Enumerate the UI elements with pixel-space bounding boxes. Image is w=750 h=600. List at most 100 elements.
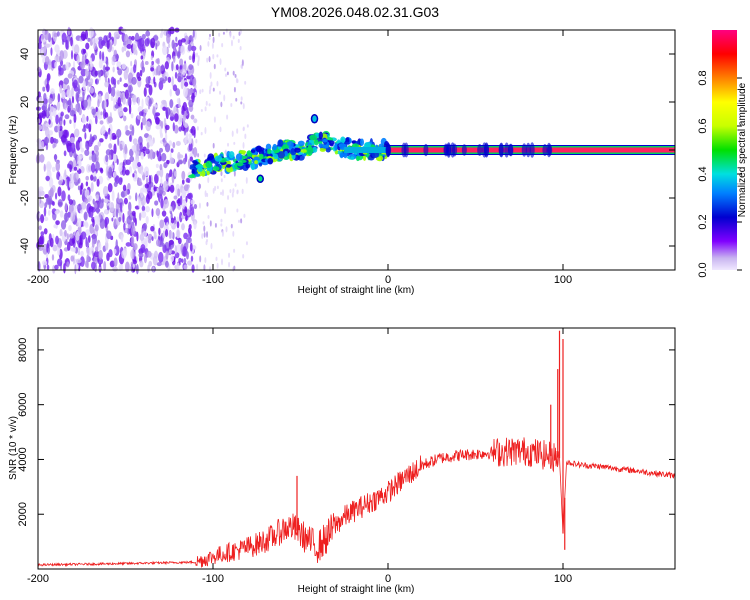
noise-blob <box>63 263 66 274</box>
noise-blob <box>206 192 209 198</box>
noise-blob <box>82 99 88 109</box>
noise-blob <box>46 264 50 271</box>
noise-blob <box>145 30 151 37</box>
noise-blob <box>69 136 75 144</box>
noise-blob <box>59 210 64 218</box>
noise-blob <box>191 264 195 273</box>
noise-blob <box>240 96 243 101</box>
noise-blob <box>206 231 209 238</box>
noise-blob <box>139 69 143 77</box>
noise-blob <box>182 116 186 127</box>
line-band-blip <box>452 143 458 157</box>
noise-blob <box>153 231 157 240</box>
noise-blob <box>172 141 176 149</box>
noise-blob <box>151 60 155 66</box>
noise-blob <box>209 266 212 272</box>
noise-blob <box>136 143 140 152</box>
noise-blob <box>190 114 195 120</box>
noise-blob <box>237 219 240 223</box>
noise-blob <box>101 51 105 62</box>
noise-blob <box>169 184 175 193</box>
noise-blob <box>158 227 161 236</box>
noise-blob <box>78 75 84 84</box>
noise-blob <box>176 221 180 229</box>
noise-blob <box>186 106 189 114</box>
noise-blob <box>122 213 125 224</box>
noise-blob <box>161 210 167 217</box>
signal-blob <box>206 170 210 176</box>
noise-blob <box>233 265 236 271</box>
noise-blob <box>232 230 235 237</box>
noise-blob <box>85 181 89 187</box>
noise-blob <box>230 223 233 229</box>
noise-blob <box>84 149 90 156</box>
noise-blob <box>131 35 135 41</box>
noise-blob <box>179 211 183 223</box>
noise-blob <box>144 183 149 189</box>
noise-blob <box>181 223 185 231</box>
noise-blob <box>44 55 50 65</box>
signal-blob <box>242 155 248 159</box>
noise-blob <box>190 125 196 136</box>
noise-blob <box>242 253 245 259</box>
signal-blob <box>297 140 305 147</box>
noise-blob <box>86 254 89 264</box>
snr-series-layer <box>37 330 676 568</box>
noise-blob <box>77 96 84 102</box>
signal-blob <box>300 149 308 153</box>
noise-blob <box>189 75 193 83</box>
noise-blob <box>204 257 207 264</box>
noise-blob <box>171 76 174 87</box>
noise-blob <box>78 241 83 249</box>
noise-blob <box>124 169 130 176</box>
noise-blob <box>103 260 107 271</box>
noise-blob <box>220 223 223 227</box>
noise-blob <box>96 215 101 226</box>
noise-blob <box>95 106 98 113</box>
signal-blob <box>306 146 314 155</box>
noise-blob <box>133 64 137 74</box>
noise-blob <box>82 49 87 54</box>
noise-blob <box>43 163 46 172</box>
signal-blob <box>191 168 195 174</box>
noise-blob <box>86 84 90 92</box>
noise-blob <box>143 254 147 264</box>
noise-blob <box>100 111 103 116</box>
noise-blob <box>66 261 70 268</box>
noise-blob <box>159 219 165 229</box>
noise-blob <box>79 141 83 150</box>
noise-blob <box>223 174 226 179</box>
noise-blob <box>188 64 194 71</box>
noise-blob <box>131 76 137 85</box>
noise-blob <box>192 30 195 38</box>
noise-blob <box>169 98 174 109</box>
noise-blob <box>158 185 164 195</box>
noise-blob <box>192 78 196 87</box>
noise-blob <box>108 32 112 39</box>
noise-blob <box>110 86 116 98</box>
noise-blob <box>196 52 199 58</box>
signal-blob <box>310 114 319 124</box>
noise-blob <box>176 244 182 255</box>
noise-blob <box>50 88 55 95</box>
noise-blob <box>104 112 109 118</box>
snr-x-label: Height of straight line (km) <box>298 584 415 595</box>
noise-blob <box>229 188 232 194</box>
signal-blob <box>265 143 272 151</box>
noise-blob <box>149 149 154 160</box>
noise-blob <box>51 254 55 261</box>
noise-blob <box>134 217 137 227</box>
noise-blob <box>221 43 224 48</box>
noise-blob <box>96 206 100 214</box>
noise-blob <box>199 183 202 189</box>
noise-blob <box>204 106 207 112</box>
line-band-blip <box>498 142 504 158</box>
signal-blob <box>284 150 288 157</box>
noise-blob <box>160 120 164 129</box>
noise-blob <box>128 195 132 200</box>
noise-blob <box>64 202 68 211</box>
noise-blob <box>124 143 128 155</box>
noise-blob <box>160 177 163 187</box>
noise-blob <box>67 145 72 153</box>
